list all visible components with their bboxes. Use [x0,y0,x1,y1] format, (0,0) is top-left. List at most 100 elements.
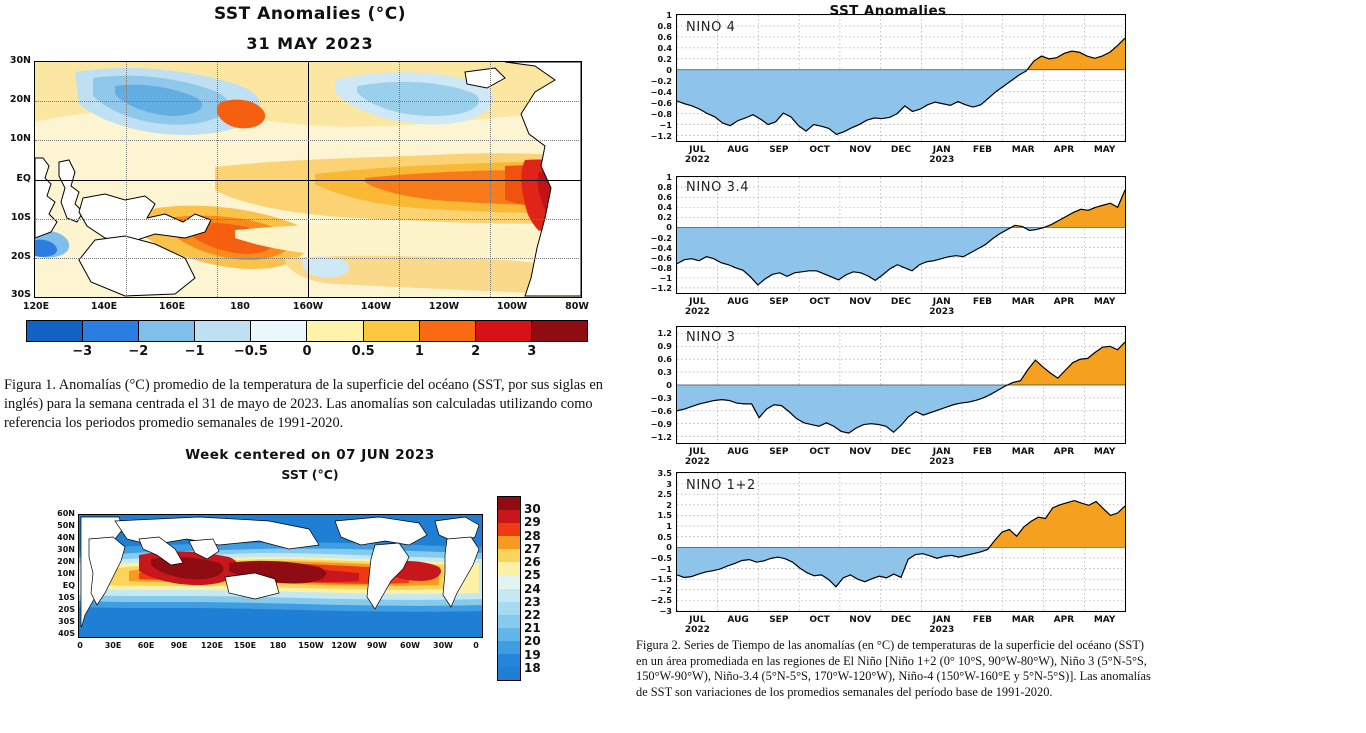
nino-ytick-0: 1 [666,172,672,182]
nino-ytick-6: −0.2 [650,75,672,86]
colorbar2-swatch-4 [498,549,520,563]
nino-xtick-nov: NOV [849,615,872,625]
map1-ytick-4: 10S [10,212,31,223]
colorbar1-tick-0: −3 [72,344,93,359]
nino-ytick-9: −1 [659,563,672,574]
map2-ytick-3: 30N [57,545,75,555]
map1-xtick-1: 140E [90,301,118,312]
nino-xtick-aug: AUG [727,145,749,155]
nino-xtick-mar: MAR [1011,615,1035,625]
nino-plot-area [676,14,1126,142]
colorbar2-tick-11: 19 [524,647,541,662]
nino-xtick-jul: JUL 2022 [684,145,710,165]
colorbar2-swatch-11 [498,640,520,654]
map1-ytick-2: 10N [9,133,31,144]
nino-ytick-2: 0.6 [657,192,672,203]
nino-xtick-apr: APR [1053,615,1075,625]
colorbar2-tick-4: 26 [524,555,541,570]
nino-xtick-oct: OCT [809,297,830,307]
map2-xtick-3: 90E [170,641,188,651]
nino-xtick-dec: DEC [890,145,912,155]
nino-ytick-2: 0.6 [657,31,672,42]
colorbar2-tick-10: 20 [524,634,541,649]
colorbar2-tick-5: 25 [524,568,541,583]
map2-xtick-6: 180 [269,641,287,651]
colorbar2-swatch-10 [498,627,520,641]
nino-xtick-nov: NOV [849,145,872,155]
colorbar2-tick-0: 30 [524,502,541,517]
nino-xtick-may: MAY [1093,615,1116,625]
figure1-colorbar [26,320,588,342]
nino-xtick-jan: JAN 2023 [929,145,955,165]
map2-xtick-11: 30W [433,641,453,651]
nino-panel-nino-3-4: NINO 3.4 1 0.8 0.6 0.4 0.2 0 −0.2 −0.4 −0.6 −0.8 −1… [628,172,1128,328]
nino-xtick-feb: FEB [972,297,993,307]
nino-ytick-3: 0.4 [657,42,672,53]
nino-xtick-sep: SEP [769,615,789,625]
colorbar2-tick-9: 21 [524,621,541,636]
nino-ytick-5: 1 [666,521,672,532]
colorbar1-tick-6: 1 [414,344,424,359]
map2-ytick-7: 10S [58,593,75,603]
colorbar1-tick-8: 3 [527,344,537,359]
colorbar2-swatch-8 [498,601,520,615]
colorbar2-tick-1: 29 [524,515,541,530]
nino-xtick-aug: AUG [727,615,749,625]
nino-ytick-6: 0.5 [657,531,672,542]
nino-ytick-1: 3 [666,478,672,489]
colorbar1-swatch-2 [139,321,196,341]
map2-ytick-6: EQ [62,581,75,591]
map2-xtick-9: 90W [367,641,387,651]
nino-ytick-8: −1.2 [650,431,672,442]
nino-ytick-7: −0.9 [650,418,672,429]
nino-ytick-8: −0.5 [650,552,672,563]
nino-ytick-7: 0 [666,542,672,553]
equator-line [35,179,581,181]
nino-xtick-sep: SEP [769,297,789,307]
nino-xtick-jul: JUL 2022 [684,615,710,635]
nino-xtick-oct: OCT [809,615,830,625]
figure3-subtitle: SST (°C) [281,467,339,483]
nino-ytick-5: −0.3 [650,392,672,403]
colorbar1-swatch-4 [251,321,308,341]
nino-xtick-may: MAY [1093,447,1116,457]
colorbar2-tick-7: 23 [524,594,541,609]
nino-ytick-1: 0.8 [657,182,672,193]
nino-xtick-feb: FEB [972,145,993,155]
map2-ytick-10: 40S [58,629,75,639]
nino-panel-nino-4: NINO 4 1 0.8 0.6 0.4 0.2 0 −0.2 −0.4 −0.6 −0.8 −1 −1… [628,10,1128,176]
nino-xtick-nov: NOV [849,447,872,457]
nino-ytick-11: −1.2 [650,130,672,141]
colorbar1-swatch-3 [195,321,252,341]
colorbar1-tick-7: 2 [471,344,481,359]
nino-plot-area [676,326,1126,444]
colorbar2-swatch-3 [498,536,520,550]
nino-ytick-13: −3 [659,606,672,616]
map2-xtick-2: 60E [137,641,155,651]
nino-xtick-apr: APR [1053,297,1075,307]
colorbar2-swatch-2 [498,523,520,537]
map1-xtick-7: 100W [496,301,528,312]
nino-xtick-mar: MAR [1011,145,1035,155]
nino-ytick-0: 1 [666,10,672,20]
nino-ytick-2: 2.5 [657,489,672,500]
map2-xtick-0: 0 [77,641,83,651]
nino-xtick-dec: DEC [890,447,912,457]
nino-ytick-11: −1.2 [650,282,672,293]
nino-xtick-jan: JAN 2023 [929,615,955,635]
map2-xtick-8: 120W [331,641,357,651]
nino-ytick-8: −0.6 [650,252,672,263]
nino-xtick-may: MAY [1093,297,1116,307]
nino-xtick-dec: DEC [890,297,912,307]
figure1-title: SST Anomalies (°C) [213,4,407,24]
nino-xtick-mar: MAR [1011,297,1035,307]
map1-ytick-5: 20S [10,251,31,262]
nino-xtick-oct: OCT [809,447,830,457]
right-column: SST Anomalies NINO 4 1 0.8 0.6 0.4 0.2 0 −0.2 −0… [628,0,1168,733]
colorbar1-swatch-0 [27,321,84,341]
nino-xtick-apr: APR [1053,145,1075,155]
nino-panel-nino-3: NINO 3 1.2 0.9 0.6 0.3 0 −0.3 −0.6 −0.9 −1.2 JUL 20… [628,326,1128,478]
figure3-map-wrapper: 60N 50N 40N 30N 20N 10N EQ 10S 20S 30S 4… [57,509,483,650]
colorbar2-swatch-12 [498,653,520,668]
nino-xtick-oct: OCT [809,145,830,155]
